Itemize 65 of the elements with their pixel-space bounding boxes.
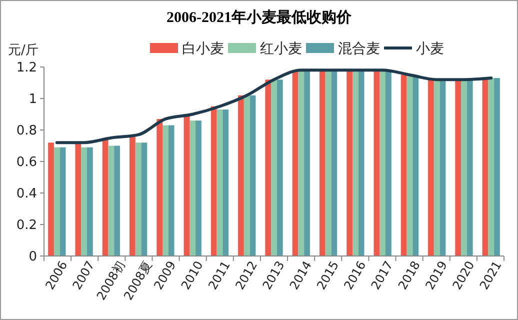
bar	[461, 80, 467, 256]
bar	[276, 80, 283, 256]
bar	[184, 114, 190, 256]
y-axis-title: 元/斤	[8, 43, 38, 58]
legend-label: 混合麦	[338, 40, 380, 57]
line-series	[55, 68, 493, 144]
legend-label: 白小麦	[182, 40, 224, 57]
bar	[406, 74, 413, 256]
y-tick-label: 1	[28, 92, 37, 108]
bar	[271, 80, 277, 256]
bar	[346, 70, 352, 256]
bar	[292, 70, 298, 256]
bar	[162, 125, 168, 256]
bar	[81, 147, 87, 256]
bar	[108, 146, 114, 256]
bar	[482, 78, 488, 256]
y-tick-label: 1.2	[16, 60, 37, 76]
bar	[54, 147, 60, 256]
bar	[488, 78, 494, 256]
bar	[374, 70, 380, 256]
bar	[190, 120, 196, 256]
legend-label: 红小麦	[260, 40, 302, 57]
bar	[250, 95, 256, 256]
bar	[319, 70, 326, 256]
bar	[222, 110, 229, 256]
bar	[358, 70, 364, 256]
bar	[412, 74, 419, 256]
bar	[141, 142, 148, 256]
y-tick-label: 0	[28, 250, 37, 265]
legend-label: 小麦	[416, 40, 444, 57]
bar	[265, 80, 272, 256]
bar	[385, 70, 392, 256]
bar	[210, 106, 217, 256]
bar	[304, 70, 310, 256]
bar	[129, 134, 136, 256]
bar	[102, 138, 108, 256]
bar	[156, 118, 163, 256]
bar	[434, 80, 440, 256]
bar	[48, 142, 54, 256]
bar	[466, 80, 473, 256]
bar	[86, 147, 93, 256]
bar	[352, 70, 358, 256]
y-tick-label: 0.6	[16, 155, 37, 170]
bar	[244, 95, 250, 256]
y-tick-label: 0.8	[16, 124, 37, 139]
bar	[60, 147, 66, 256]
bar	[168, 125, 174, 256]
bar	[75, 142, 82, 256]
bar	[494, 78, 500, 256]
bar	[196, 120, 202, 256]
chart-title: 2006-2021年小麦最低收购价	[166, 9, 352, 26]
bar	[428, 80, 434, 256]
bar	[380, 70, 386, 256]
bar	[325, 70, 332, 256]
y-tick-label: 0.4	[16, 186, 37, 202]
bar	[440, 80, 446, 256]
bar	[114, 146, 120, 256]
bar	[331, 70, 338, 256]
bar	[455, 80, 462, 256]
bar	[400, 74, 407, 256]
bar	[298, 70, 304, 256]
bar	[135, 142, 142, 256]
bar	[216, 110, 223, 256]
y-tick-label: 0.2	[16, 218, 37, 234]
bar	[238, 95, 244, 256]
